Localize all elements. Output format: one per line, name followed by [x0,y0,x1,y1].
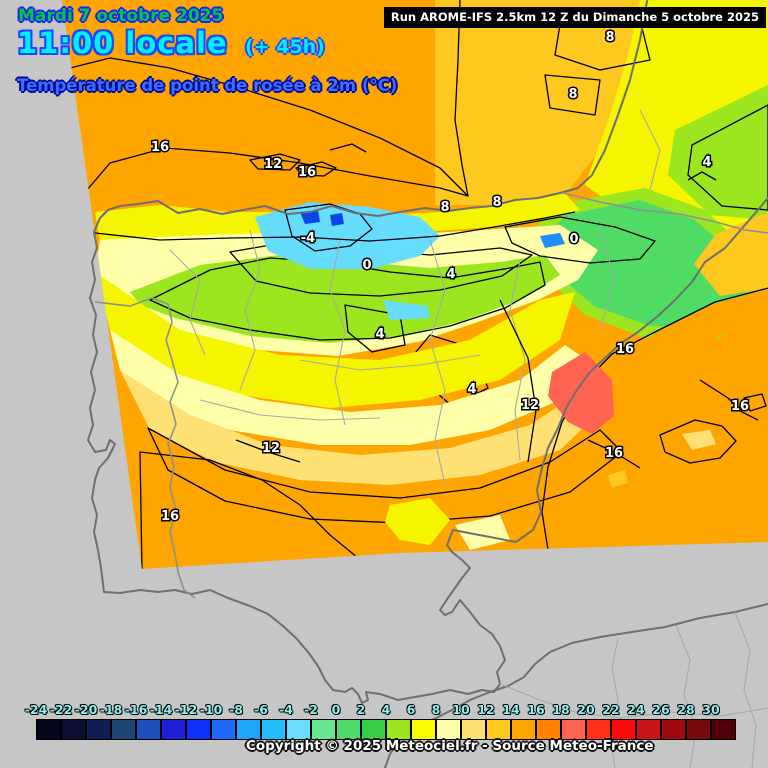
forecast-hour-offset: (+ 45h) [245,36,325,58]
model-run-info: Run AROME-IFS 2.5km 12 Z du Dimanche 5 o… [383,7,766,28]
contour-value-label: 0 [569,232,578,247]
contour-lines [94,0,759,469]
contour-value-label: 12 [264,157,282,172]
forecast-time: 11:00 locale [17,26,228,60]
province-borders [169,109,661,486]
forecast-date: Mardi 7 octobre 2025 [18,6,224,26]
contour-value-label: 12 [262,441,280,456]
base-coastlines [87,0,768,768]
contour-value-label: 4 [375,327,384,342]
contour-value-label: 16 [161,509,179,524]
contour-value-label: 16 [151,140,169,155]
copyright-notice: Copyright © 2025 Meteociel.fr - Source M… [246,738,654,754]
contour-value-label: -4 [301,231,315,246]
contour-value-label: 0 [362,258,371,273]
contour-value-label: 8 [492,195,501,210]
contour-value-label: 16 [605,446,623,461]
contour-value-label: 8 [440,200,449,215]
contour-value-label: 4 [446,267,455,282]
contour-value-label: 4 [702,155,711,170]
contour-value-label: 8 [568,87,577,102]
contour-value-label: 12 [521,398,539,413]
contour-value-label: 4 [467,382,476,397]
contour-value-label: 16 [616,342,634,357]
contour-labels: 16 12 16 8 8 8 8 4 -4 0 0 4 4 4 12 16 16 16 12 16 [149,29,750,526]
contour-value-label: 16 [298,165,316,180]
contour-value-label: 8 [605,30,614,45]
contour-value-label: 16 [731,399,749,414]
map-parameter-title: Température de point de rosée à 2m (°C) [17,76,398,95]
